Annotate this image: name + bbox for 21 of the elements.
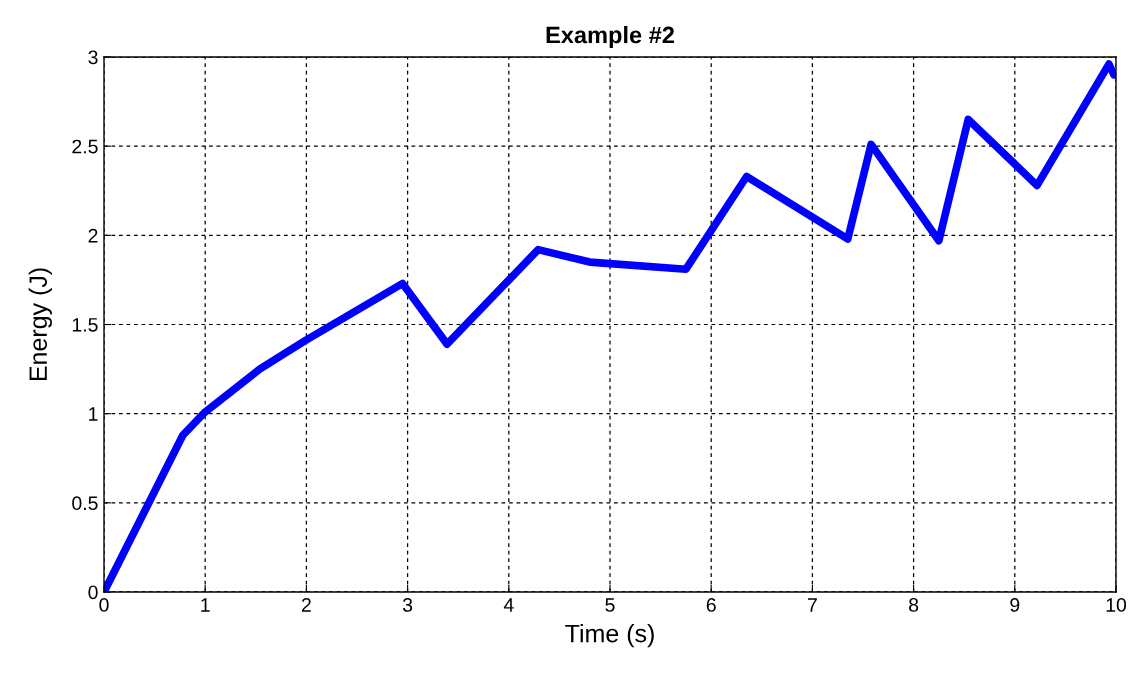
x-tick-label: 9 [1010,598,1020,612]
x-tick-label: 3 [402,598,413,612]
x-tick-label: 10 [1106,598,1127,612]
x-tick-label: 5 [605,598,615,612]
y-tick-label: 2 [88,228,98,243]
x-axis-title: Time (s) [565,624,654,648]
x-tick-label: 8 [909,598,919,612]
chart-title: Example #2 [546,26,675,49]
y-tick-label: 2.5 [72,139,98,154]
y-axis-title: Energy (J) [28,268,52,381]
x-tick-label: 4 [503,598,514,612]
x-tick-label: 2 [301,598,311,612]
x-tick-label: 6 [706,598,716,612]
x-tick-label: 0 [99,598,109,612]
y-tick-label: 3 [88,50,98,65]
y-tick-label: 1.5 [72,318,98,332]
x-tick-label: 7 [807,598,817,612]
y-tick-label: 0 [88,585,98,600]
y-tick-label: 1 [89,407,98,421]
x-tick-label: 1 [201,598,210,612]
y-tick-label: 0.5 [72,496,98,511]
